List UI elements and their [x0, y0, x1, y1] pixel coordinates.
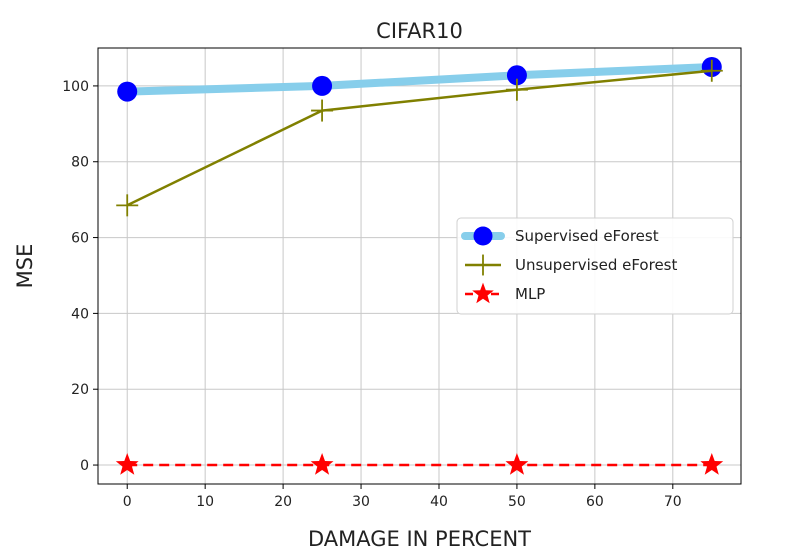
y-tick-label: 0: [80, 458, 89, 474]
legend-box: [456, 217, 734, 315]
data-point-unsupervised-eforest: [311, 99, 334, 122]
series-unsupervised-eforest: [116, 59, 723, 217]
series-line-supervised-eforest: [123, 63, 716, 96]
data-point-mlp: [310, 453, 334, 475]
data-point-mlp: [505, 453, 529, 475]
plot-frame: [97, 47, 742, 485]
x-tick-label: 10: [196, 494, 214, 510]
x-tick-label: 20: [274, 494, 292, 510]
data-point-mlp: [115, 453, 139, 475]
chart-title: CIFAR10: [376, 19, 463, 43]
legend-marker-supervised-eforest: [473, 226, 493, 246]
legend-label-unsupervised-eforest: Unsupervised eForest: [515, 256, 677, 274]
data-point-mlp: [700, 453, 724, 475]
legend-label-supervised-eforest: Supervised eForest: [515, 227, 659, 245]
data-point-supervised-eforest: [506, 65, 527, 86]
data-point-unsupervised-eforest: [700, 59, 723, 82]
data-point-supervised-eforest: [312, 75, 333, 96]
series-layer: [115, 56, 724, 475]
legend-entry-unsupervised-eforest: Unsupervised eForest: [465, 254, 677, 276]
x-tick-label: 60: [586, 494, 604, 510]
legend-entry-mlp: MLP: [465, 282, 545, 304]
x-axis-label: DAMAGE IN PERCENT: [308, 527, 531, 551]
x-tick-label: 0: [123, 494, 132, 510]
legend: Supervised eForest Unsupervised eForest ML…: [456, 217, 734, 315]
legend-label-mlp: MLP: [515, 285, 545, 303]
legend-entry-supervised-eforest: Supervised eForest: [461, 226, 659, 246]
series-mlp: [115, 453, 724, 475]
data-point-supervised-eforest: [117, 81, 138, 102]
y-tick-label: 40: [71, 306, 89, 322]
legend-marker-unsupervised-eforest: [472, 254, 494, 276]
x-tick-label: 70: [664, 494, 682, 510]
ticks-layer: 0 10 20 30 40 50 60 70 0 20 40 60 80 100: [62, 79, 681, 510]
y-tick-label: 20: [71, 382, 89, 398]
y-tick-label: 60: [71, 231, 89, 247]
x-tick-label: 40: [430, 494, 448, 510]
x-tick-label: 30: [352, 494, 370, 510]
y-axis-label: MSE: [13, 244, 37, 289]
y-tick-label: 80: [71, 155, 89, 171]
y-tick-label: 100: [62, 79, 89, 95]
data-point-unsupervised-eforest: [505, 78, 528, 101]
data-point-unsupervised-eforest: [116, 194, 139, 217]
legend-marker-mlp: [472, 282, 494, 304]
x-tick-label: 50: [508, 494, 526, 510]
series-line-unsupervised-eforest: [126, 69, 712, 207]
